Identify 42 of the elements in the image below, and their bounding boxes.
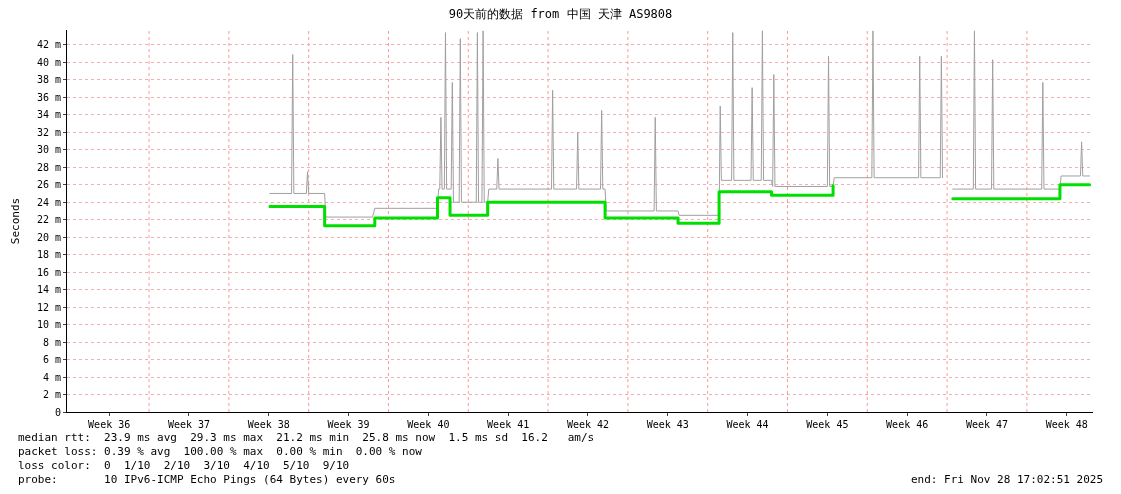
x-tick-label: Week 47 <box>965 419 1009 430</box>
y-tick-label: 38 m <box>36 74 61 86</box>
y-tick-label: 6 m <box>42 354 61 366</box>
y-tick-label: 24 m <box>36 196 61 208</box>
x-tick-label: Week 43 <box>646 419 689 430</box>
x-tick-label: Week 42 <box>566 419 610 430</box>
chart-title: 90天前的数据 from 中国 天津 AS9808 <box>448 7 673 22</box>
text: loss color: 0 1/10 2/10 3/10 4/10 5/10 9/10 <box>18 459 350 472</box>
y-tick-label: 26 m <box>36 179 61 191</box>
text: packet loss: 0.39 % avg 100.00 % max 0.00 % min 0.00 % now <box>18 445 423 458</box>
x-tick-label: Week 46 <box>886 419 929 430</box>
text: median rtt: 23.9 ms avg 29.3 ms max 21.2 ms min 25.8 ms now 1.5 ms sd 16.2 am/s <box>18 431 595 444</box>
y-tick-label: 22 m <box>36 214 61 226</box>
y-tick-label: 34 m <box>36 109 61 121</box>
y-axis-title: Seconds <box>8 197 22 245</box>
y-tick-label: 18 m <box>36 249 61 261</box>
y-tick-label: 42 m <box>36 39 61 51</box>
text: end: Fri Nov 28 17:02:51 2025 <box>911 473 1104 486</box>
y-tick-label: 14 m <box>36 284 61 296</box>
y-tick-label: 28 m <box>36 161 61 173</box>
y-tick-label: 30 m <box>36 144 61 156</box>
y-tick-label: 0 <box>54 406 61 418</box>
x-tick-label: Week 39 <box>327 419 370 430</box>
x-tick-label: Week 44 <box>726 419 769 430</box>
y-tick-label: 4 m <box>42 371 61 383</box>
y-tick-label: 12 m <box>36 301 61 313</box>
y-tick-label: 40 m <box>36 56 61 68</box>
y-tick-label: 8 m <box>42 336 61 348</box>
y-tick-label: 2 m <box>42 389 61 401</box>
y-tick-label: 16 m <box>36 266 61 278</box>
x-tick-label: Week 40 <box>407 419 450 430</box>
y-tick-label: 20 m <box>36 231 61 243</box>
text: probe: 10 IPv6-ICMP Echo Pings (64 Bytes) every 60s <box>18 473 396 486</box>
x-tick-label: Week 45 <box>806 419 849 430</box>
x-tick-label: Week 36 <box>88 419 131 430</box>
x-tick-label: Week 41 <box>487 419 530 430</box>
x-tick-label: Week 38 <box>247 419 290 430</box>
x-tick-label: Week 37 <box>167 419 211 430</box>
y-tick-label: 32 m <box>36 126 61 138</box>
y-tick-label: 36 m <box>36 91 61 103</box>
y-tick-label: 10 m <box>36 319 61 331</box>
x-tick-label: Week 48 <box>1045 419 1088 430</box>
